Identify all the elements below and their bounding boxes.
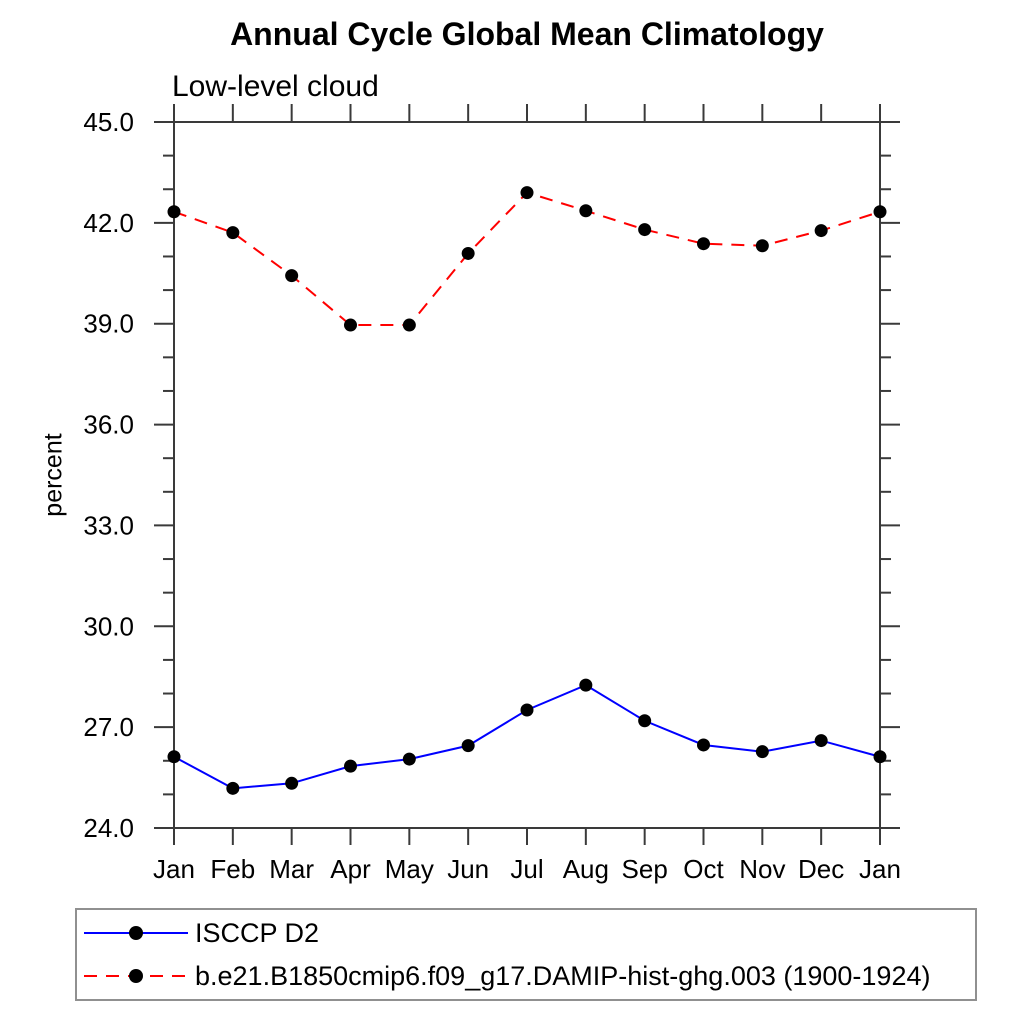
y-tick-label: 42.0: [83, 208, 134, 238]
y-tick-label: 24.0: [83, 813, 134, 843]
legend-sample-marker: [129, 969, 143, 983]
x-tick-label: Dec: [798, 854, 844, 884]
legend-item-isccp: ISCCP D2: [77, 913, 975, 953]
data-point-s1-Mar: [285, 269, 299, 283]
legend-line-sample-dashed: [84, 969, 188, 983]
x-tick-label: Apr: [330, 854, 371, 884]
legend-line-sample-solid: [84, 926, 188, 940]
data-point-s0-Aug: [579, 678, 593, 692]
data-point-s1-May: [402, 318, 416, 332]
data-point-s1-Nov: [755, 239, 769, 253]
x-tick-label: Mar: [269, 854, 314, 884]
y-tick-label: 45.0: [83, 107, 134, 137]
y-axis-label: percent: [39, 433, 68, 517]
data-point-s1-Aug: [579, 204, 593, 218]
data-point-s0-Jan: [167, 750, 181, 764]
data-point-s1-Dec: [814, 224, 828, 238]
chart-title: Annual Cycle Global Mean Climatology: [230, 16, 824, 52]
y-tick-label: 39.0: [83, 309, 134, 339]
data-point-s0-May: [402, 752, 416, 766]
series-line-0: [173, 683, 881, 790]
series-line-1: [173, 191, 881, 327]
data-point-s1-Oct: [697, 237, 710, 251]
data-point-s0-Nov: [755, 745, 769, 759]
data-point-s0-Jan: [873, 750, 887, 764]
legend-item-model: b.e21.B1850cmip6.f09_g17.DAMIP-hist-ghg.…: [77, 956, 975, 996]
data-point-s0-Dec: [814, 734, 828, 748]
chart-subtitle: Low-level cloud: [172, 70, 379, 103]
x-tick-label: Sep: [622, 854, 668, 884]
data-point-s0-Oct: [697, 738, 710, 752]
data-point-s0-Apr: [344, 759, 357, 773]
x-tick-label: May: [385, 854, 434, 884]
data-point-s1-Jan: [873, 205, 887, 219]
x-tick-label: Jul: [510, 854, 543, 884]
x-tick-label: Oct: [683, 854, 724, 884]
data-point-s0-Jul: [520, 703, 534, 717]
x-tick-label: Feb: [210, 854, 255, 884]
data-point-s1-Apr: [344, 318, 357, 332]
data-point-s0-Mar: [285, 776, 299, 790]
x-tick-label: Jan: [859, 854, 901, 884]
legend-sample-marker: [129, 926, 143, 940]
data-point-s0-Jun: [461, 739, 475, 753]
data-point-s0-Feb: [226, 781, 240, 795]
y-tick-label: 27.0: [83, 712, 134, 742]
legend-box: ISCCP D2 b.e21.B1850cmip6.f09_g17.DAMIP-…: [75, 908, 977, 1001]
x-tick-label: Aug: [563, 854, 609, 884]
y-tick-label: 36.0: [83, 410, 134, 440]
x-tick-label: Jan: [153, 854, 195, 884]
data-point-s1-Feb: [226, 226, 240, 240]
plot-frame: [173, 121, 881, 829]
x-tick-label: Nov: [739, 854, 785, 884]
data-point-s1-Jun: [461, 246, 475, 260]
data-point-s1-Jan: [167, 205, 181, 219]
data-point-s1-Jul: [520, 186, 534, 200]
legend-label-isccp: ISCCP D2: [195, 917, 320, 948]
legend-label-model: b.e21.B1850cmip6.f09_g17.DAMIP-hist-ghg.…: [195, 960, 931, 991]
y-tick-label: 33.0: [83, 510, 134, 540]
data-point-s0-Sep: [638, 714, 652, 728]
data-point-s1-Sep: [638, 223, 652, 237]
x-tick-label: Jun: [447, 854, 489, 884]
y-tick-label: 30.0: [83, 611, 134, 641]
